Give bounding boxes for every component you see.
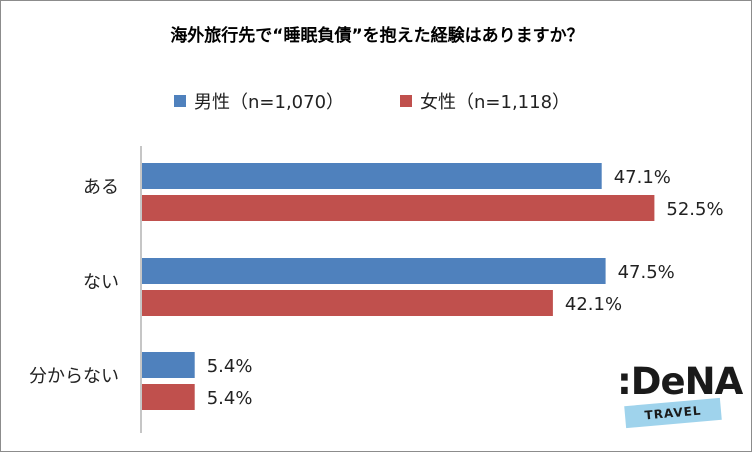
bar-female: [142, 384, 195, 410]
legend-swatch-male: [174, 95, 186, 107]
data-label: 5.4%: [207, 356, 253, 377]
category-label: ある: [83, 177, 119, 198]
category-label: ない: [83, 272, 119, 293]
dena-travel-logo: :DeNA TRAVEL: [613, 358, 743, 438]
data-label: 42.1%: [565, 294, 622, 315]
data-label: 52.5%: [666, 199, 723, 220]
legend-item-female: 女性（n=1,118）: [400, 88, 570, 114]
legend-label-female: 女性（n=1,118）: [420, 92, 571, 113]
bar-male: [142, 258, 606, 284]
legend-item-male: 男性（n=1,070）: [174, 88, 344, 114]
bar-male: [142, 352, 195, 378]
data-label: 5.4%: [207, 388, 253, 409]
data-label: 47.5%: [618, 262, 675, 283]
legend-swatch-female: [400, 95, 412, 107]
bar-male: [142, 163, 602, 189]
legend-label-male: 男性（n=1,070）: [194, 92, 345, 113]
data-label: 47.1%: [614, 167, 671, 188]
bar-female: [142, 290, 553, 316]
category-label: 分からない: [29, 366, 119, 387]
logo-wordmark: :DeNA: [617, 360, 743, 403]
chart-title: 海外旅行先で“睡眠負債”を抱えた経験はありますか？: [170, 26, 584, 46]
logo-subtext: TRAVEL: [643, 403, 703, 423]
bar-female: [142, 195, 655, 221]
